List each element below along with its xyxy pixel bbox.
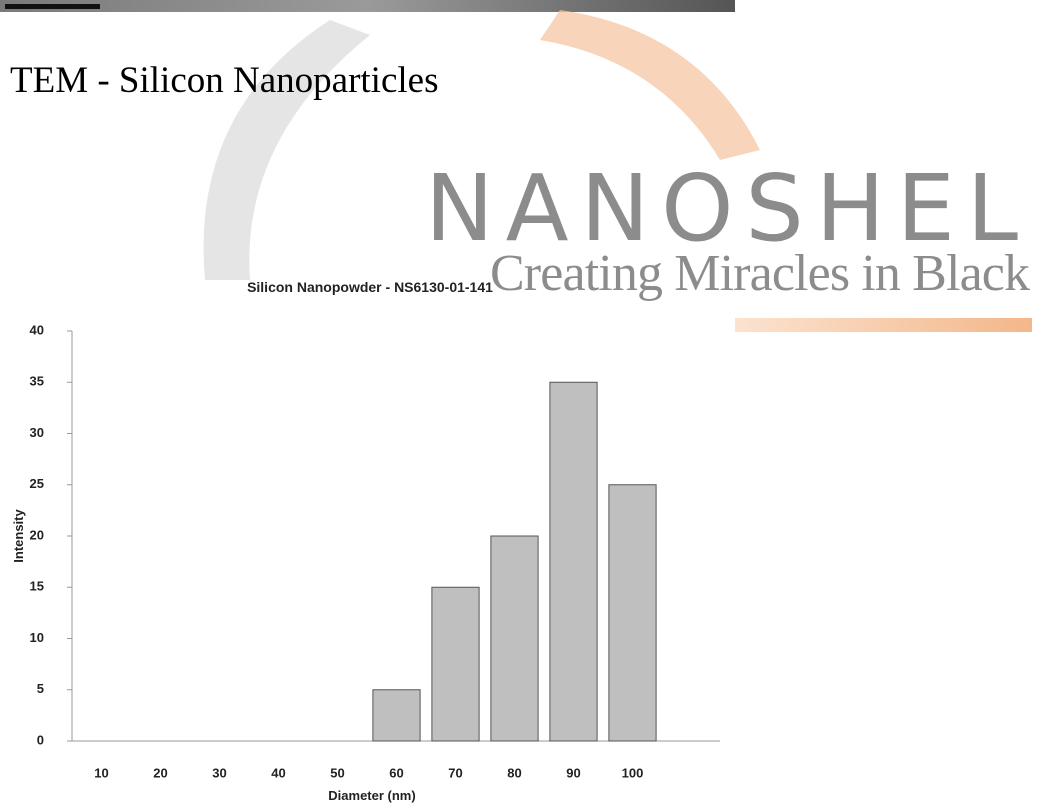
scale-bar xyxy=(5,4,100,9)
watermark-arc-orange xyxy=(540,10,760,160)
page-canvas: NANOSHEL Creating Miracles in Black TEM … xyxy=(0,0,1037,812)
watermark-bar xyxy=(735,318,1032,332)
tem-image-strip xyxy=(0,0,735,12)
y-tick-label: 35 xyxy=(30,374,44,389)
y-axis-label: Intensity xyxy=(11,509,26,563)
x-tick-label: 20 xyxy=(153,765,167,780)
x-tick-label: 70 xyxy=(448,765,462,780)
y-tick-label: 10 xyxy=(30,630,44,645)
bar xyxy=(491,536,538,741)
y-tick-label: 5 xyxy=(37,681,44,696)
x-tick-label: 10 xyxy=(94,765,108,780)
y-tick-label: 25 xyxy=(30,476,44,491)
chart-title: Silicon Nanopowder - NS6130-01-141 xyxy=(247,279,493,295)
page: NANOSHEL Creating Miracles in Black TEM … xyxy=(0,0,1037,812)
watermark-tagline: Creating Miracles in Black xyxy=(490,245,1030,302)
bar xyxy=(432,587,479,741)
y-tick-label: 15 xyxy=(30,579,44,594)
x-tick-label: 90 xyxy=(566,765,580,780)
bar xyxy=(373,690,420,741)
bar xyxy=(609,485,656,741)
x-axis-label: Diameter (nm) xyxy=(328,788,415,803)
x-tick-label: 30 xyxy=(212,765,226,780)
watermark-arc-gray xyxy=(204,20,370,280)
plot: 0 5 10 15 20 25 30 35 40 10 20 30 40 50 60 70 80 90 100 xyxy=(30,322,720,780)
y-tick-label: 0 xyxy=(37,732,44,747)
x-tick-label: 100 xyxy=(622,765,644,780)
x-tick-label: 80 xyxy=(507,765,521,780)
x-tick-label: 40 xyxy=(271,765,285,780)
x-tick-label: 60 xyxy=(389,765,403,780)
y-tick-label: 30 xyxy=(30,425,44,440)
y-tick-label: 40 xyxy=(30,322,44,337)
y-tick-label: 20 xyxy=(30,527,44,542)
page-title: TEM - Silicon Nanoparticles xyxy=(10,60,438,101)
x-tick-label: 50 xyxy=(330,765,344,780)
bar xyxy=(550,382,597,741)
